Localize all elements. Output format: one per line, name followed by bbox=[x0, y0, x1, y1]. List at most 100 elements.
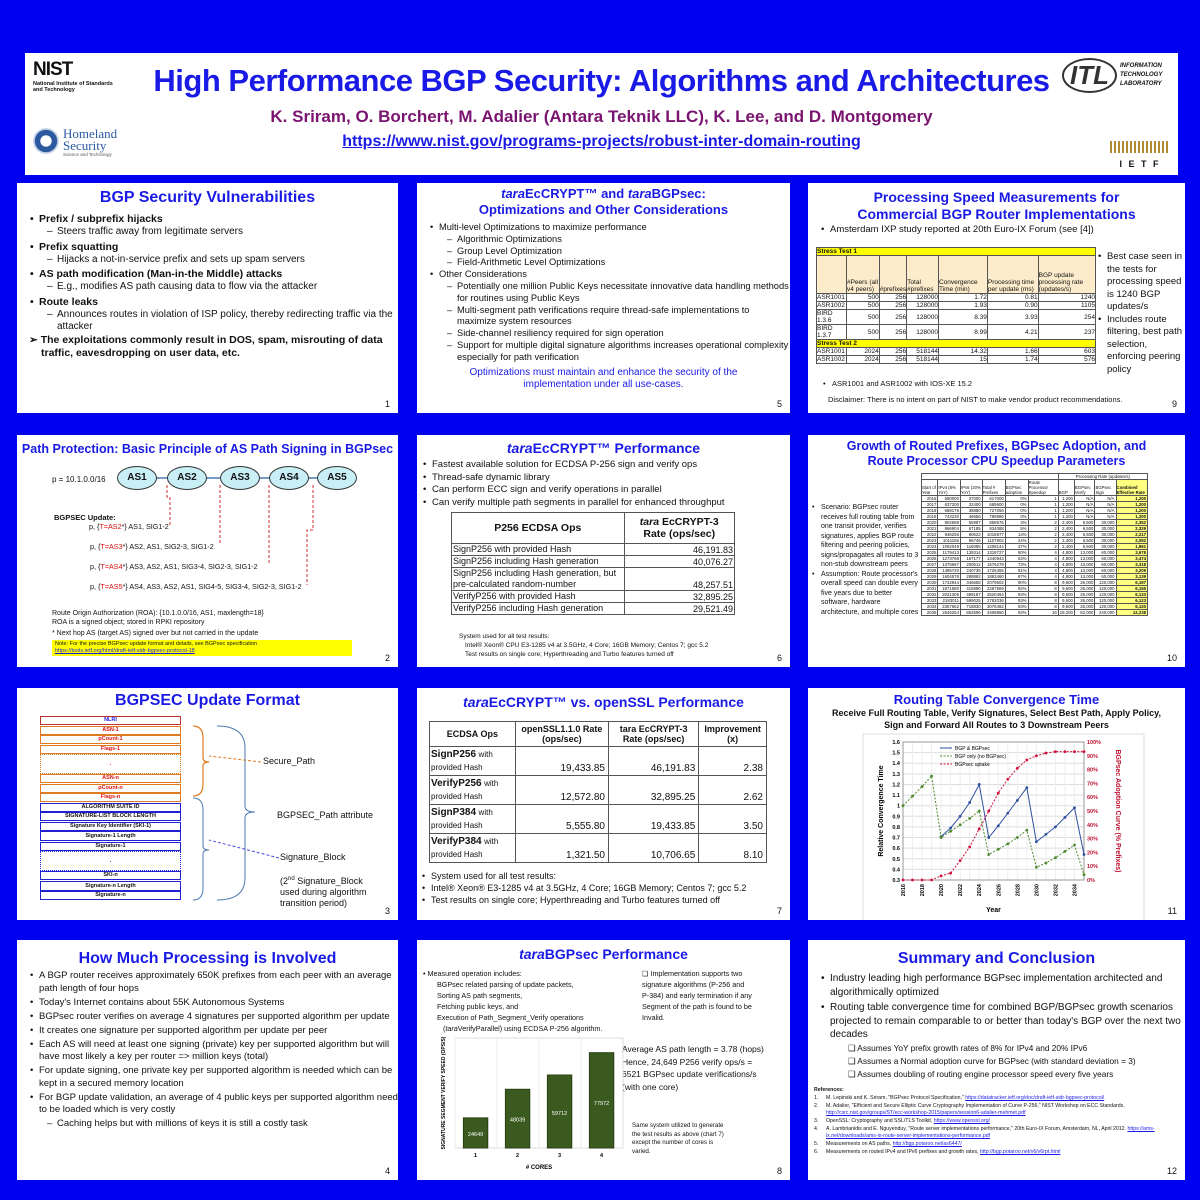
table-cell: 500 bbox=[845, 293, 880, 302]
table-cell: 93% bbox=[1004, 609, 1029, 616]
table-cell: 256 bbox=[878, 309, 908, 325]
slide-7-vs-openssl: taraEcCRYPT™ vs. openSSL Performance ECD… bbox=[417, 688, 790, 920]
ref-link[interactable]: https://www.openssl.org/ bbox=[933, 1118, 990, 1124]
conclusion-item: ➢ The exploitations commonly result in D… bbox=[17, 334, 398, 360]
data-point bbox=[1082, 873, 1086, 877]
y-tick-label: 0.5 bbox=[892, 857, 900, 863]
slide-9-processing-speed: Processing Speed Measurements for Commer… bbox=[808, 183, 1185, 413]
column-header: openSSL1.1.0 Rate (ops/sec) bbox=[514, 721, 609, 747]
list-item: Support for multiple digital signature a… bbox=[417, 340, 790, 364]
list-item: Prefix / subprefix hijacks bbox=[17, 213, 398, 226]
table-cell: 1375667 bbox=[937, 561, 961, 568]
y2-tick-label: 50% bbox=[1087, 809, 1098, 815]
references: References: 1. M. Lepinski and K. Sriram,… bbox=[814, 1087, 1169, 1156]
y-tick-label: 0.8 bbox=[892, 825, 900, 831]
x-axis-label: # CORES bbox=[526, 1165, 552, 1171]
stress-test-table: Stress Test 1 #Peers (all v4 peers) #prefi… bbox=[816, 247, 1097, 364]
signature-block-brace-icon bbox=[192, 797, 210, 901]
column-header: Route Processor Speedup bbox=[1027, 479, 1059, 496]
implementation-text: Implementation supports two signature al… bbox=[642, 969, 752, 1022]
table-cell: 1105 bbox=[1037, 301, 1097, 310]
table-row: 2018 688176 38880 727056 0% 1 1,200 N/A N/A 1,200 bbox=[920, 507, 1149, 514]
ref-link[interactable]: https://datatracker.ietf.org/doc/draft-i… bbox=[965, 1095, 1105, 1101]
x-tick-label: 2034 bbox=[1072, 883, 1078, 896]
summary-list: Industry leading high performance BGPsec… bbox=[808, 972, 1185, 1042]
target-as: T=AS5 bbox=[100, 582, 123, 591]
table-cell: BIRD 1.3.6 bbox=[816, 309, 847, 325]
ref-link[interactable]: http://bgp.potaroo.net/as6447/ bbox=[892, 1141, 962, 1147]
measured-ops: • Measured operation includes: BGPsec re… bbox=[423, 968, 638, 1034]
y-tick-label: 1.5 bbox=[892, 751, 900, 757]
title-part: EcCRYPT™ Performance bbox=[532, 440, 701, 456]
list-item: Group Level Optimization bbox=[417, 246, 790, 258]
dhs-logo: Homeland Security Science and Technology bbox=[33, 127, 133, 157]
reference-item: 6. Measurements on routed IPv4 and IPv6 p… bbox=[814, 1149, 1169, 1156]
spec-link[interactable]: https://tools.ietf.org/html/draft-ietf-s… bbox=[55, 648, 195, 654]
ref-text: M. Adalier, "Efficient and Secure Ellipt… bbox=[826, 1103, 1125, 1109]
header-row: #Peers (all v4 peers) #prefixes Total #pre… bbox=[816, 255, 1097, 294]
ietf-logo-text: I E T F bbox=[1119, 159, 1161, 169]
considerations-list: Multi-level Optimizations to maximize pe… bbox=[417, 222, 790, 364]
vulnerability-list: Prefix / subprefix hijacksSteers traffic… bbox=[17, 213, 398, 334]
data-point bbox=[1054, 825, 1057, 829]
signature-block-pointer bbox=[208, 839, 280, 859]
data-point bbox=[1063, 815, 1067, 819]
table-cell: 518144 bbox=[906, 355, 939, 364]
table-cell: 8.39 bbox=[937, 309, 988, 325]
assumption-text: Assumes a Normal adoption curve for BGPs… bbox=[857, 1055, 1136, 1066]
side-note: Includes route filtering, best path sele… bbox=[1098, 314, 1184, 377]
table-cell: 46,191.83 bbox=[607, 746, 700, 776]
table-cell: 1.66 bbox=[986, 347, 1039, 356]
ref-link[interactable]: https://ams-ix.net/downloads/ams-ix-rout… bbox=[826, 1126, 1155, 1139]
update-line: p, {T=AS4*} AS3, AS2, AS1, SIG3-4, SIG2-… bbox=[90, 562, 258, 571]
intro-text: • Measured operation includes: bbox=[423, 969, 522, 978]
roa-info: Route Origin Authorization (ROA): {10.1.… bbox=[52, 609, 264, 638]
title-part: tara bbox=[627, 186, 652, 201]
growth-table: Processing Rate (updates/s) Start of Year… bbox=[920, 473, 1149, 616]
data-point bbox=[920, 785, 924, 788]
slide-number: 3 bbox=[384, 906, 390, 916]
scenario-item: Scenario: BGPsec router receives full ro… bbox=[808, 503, 920, 570]
update-field: ASN-n bbox=[40, 774, 181, 783]
slide-4-processing: How Much Processing is Involved A BGP ro… bbox=[17, 940, 398, 1180]
column-header: Combined Effective Rate bbox=[1115, 479, 1149, 496]
title-part: EcCRYPT™ vs. openSSL Performance bbox=[488, 694, 744, 710]
list-item: Prefix squatting bbox=[17, 241, 398, 254]
list-item: Potentially one million Public Keys nece… bbox=[417, 281, 790, 305]
x-tick-label: 3 bbox=[558, 1153, 561, 1159]
data-point bbox=[968, 801, 972, 804]
signature-arrow bbox=[306, 485, 314, 585]
slide-number: 10 bbox=[1166, 653, 1177, 663]
table-cell: 2.62 bbox=[698, 775, 767, 805]
table-cell: 500 bbox=[845, 324, 880, 340]
header-row: P256 ECDSA Ops tara EcCRYPT-3 Rate (ops/s… bbox=[451, 512, 736, 544]
table-cell: 1.93 bbox=[937, 301, 988, 310]
table-cell: 46,191.83 bbox=[623, 543, 736, 556]
table-cell: 256 bbox=[878, 301, 908, 310]
column-header: Start of Year bbox=[920, 479, 939, 496]
table-row: 2016 580000 37000 617000 0% 1 1,200 N/A N/A 1,200 bbox=[920, 495, 1149, 502]
data-point bbox=[1044, 832, 1048, 836]
ref-link[interactable]: http://csrc.nist.gov/groups/ST/ecc-works… bbox=[826, 1110, 1026, 1116]
update-field: Signature-1 bbox=[40, 841, 181, 851]
update-field: Signature-n bbox=[40, 891, 181, 900]
op-item: Execution of Path_Segment_Verify operati… bbox=[437, 1013, 584, 1022]
project-link[interactable]: https://www.nist.gov/programs-projects/r… bbox=[342, 133, 861, 150]
op-part: ( bbox=[443, 1024, 446, 1033]
title-part: tara bbox=[519, 946, 545, 962]
ref-link[interactable]: http://bgp.potaroo.net/v6/v6rpt.html bbox=[979, 1149, 1061, 1155]
table-cell: 128000 bbox=[906, 293, 939, 302]
table-cell: 12,572.80 bbox=[514, 775, 609, 805]
checkbox-icon: ❑ bbox=[848, 1055, 858, 1066]
slide-number: 1 bbox=[384, 399, 390, 409]
path-attribute-brace-icon bbox=[216, 725, 256, 901]
update-field: SKI-n bbox=[40, 871, 181, 880]
update-line: p, {T=AS3*} AS2, AS1, SIG2-3, SIG1-2 bbox=[90, 542, 214, 551]
table-cell: 12,238 bbox=[1115, 609, 1149, 616]
list-item: For BGP update validation, an average of… bbox=[17, 1092, 398, 1117]
update-field: . bbox=[40, 851, 181, 871]
table-cell: 8.99 bbox=[937, 324, 988, 340]
bar-value-label: 77972 bbox=[594, 1101, 609, 1107]
table-row: 2031 1871580 415990 2287569 92% 8 9,600 26,000 1… bbox=[920, 585, 1149, 592]
x-tick-label: 2020 bbox=[939, 884, 945, 896]
